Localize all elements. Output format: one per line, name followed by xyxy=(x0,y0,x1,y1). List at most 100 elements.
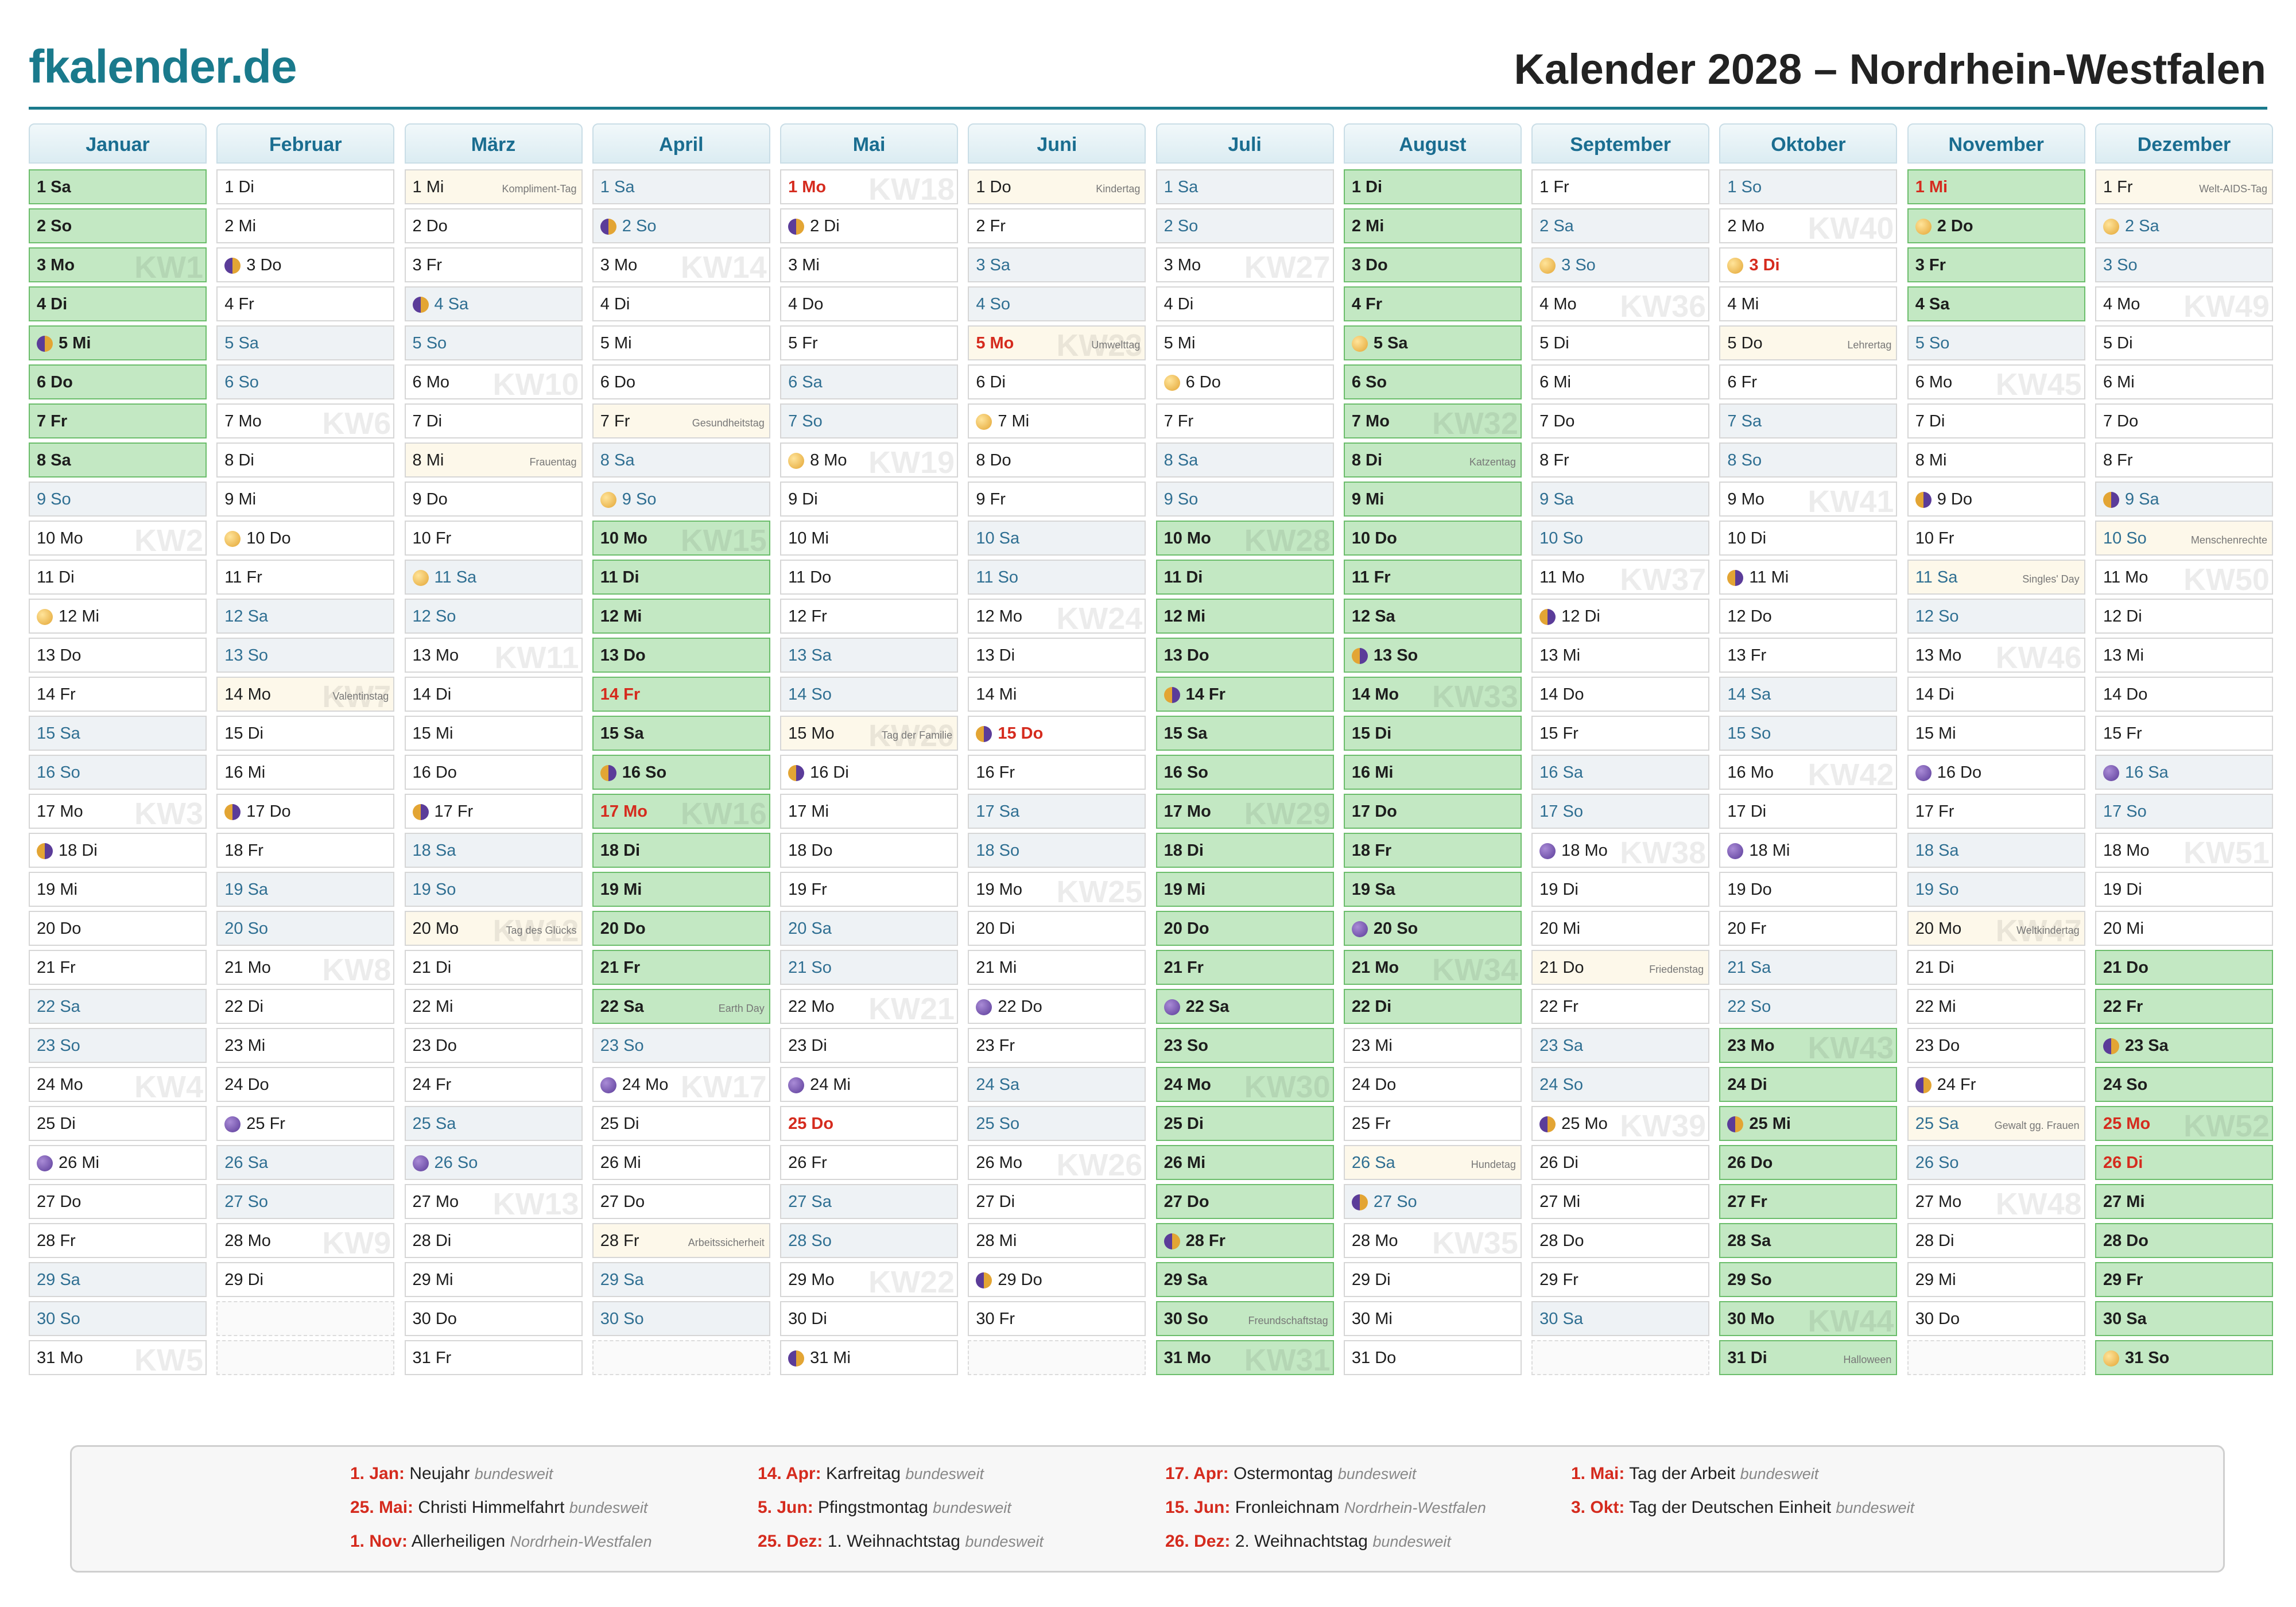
day-cell: KW51 18 Mo xyxy=(2095,833,2273,868)
legend-entry: 25. Dez: 1. Weihnachtstag bundesweit xyxy=(758,1532,1044,1551)
day-cell: 9 So xyxy=(1155,482,1334,517)
day-cell: 25 Fr xyxy=(1343,1106,1522,1141)
day-label: 25 Di xyxy=(37,1115,76,1133)
day-label: 14 So xyxy=(788,685,832,704)
day-cell: 20 Do xyxy=(1155,911,1334,946)
day-cell: 9 Di xyxy=(780,482,959,517)
day-label: 28 Do xyxy=(1539,1232,1584,1250)
day-cell: 21 So xyxy=(780,950,959,985)
day-cell: 7 Fr Gesundheitstag xyxy=(592,403,770,438)
month-column: August 1 Di 2 Mi 3 Do 4 Fr 5 Sa 6 So KW32 7 Mo 8 … xyxy=(1343,123,1522,1379)
day-label: 21 Fr xyxy=(600,958,641,977)
day-label: 26 Do xyxy=(1727,1154,1773,1172)
day-cell: 24 So xyxy=(1531,1067,1710,1102)
day-cell: 9 Fr xyxy=(968,482,1146,517)
day-label: 15 Sa xyxy=(1163,724,1208,743)
day-label: 16 Di xyxy=(810,763,849,782)
day-cell: 22 So xyxy=(1719,989,1898,1024)
day-label: 25 Sa xyxy=(412,1115,456,1133)
week-number: KW20 xyxy=(868,719,955,751)
day-cell: 10 Di xyxy=(1719,521,1898,556)
day-label: 18 Sa xyxy=(412,841,456,860)
day-cell: 31 So xyxy=(2095,1340,2273,1375)
day-label: 7 Di xyxy=(412,412,443,430)
day-cell: 8 Di xyxy=(216,442,395,478)
day-label: 17 Mo xyxy=(1163,802,1211,821)
day-cell: 5 Sa xyxy=(1343,325,1522,360)
day-label: 11 So xyxy=(976,568,1018,587)
day-label: 29 Fr xyxy=(2103,1271,2143,1289)
day-label: 9 Do xyxy=(412,490,448,509)
last-quarter-moon-icon xyxy=(788,219,805,235)
day-label: 3 So xyxy=(1561,256,1596,274)
day-label: 22 Fr xyxy=(1539,997,1578,1016)
day-label: 2 Sa xyxy=(2124,217,2159,235)
observance-label: Umwelttag xyxy=(1091,339,1141,351)
empty-day-cell xyxy=(216,1340,395,1375)
last-quarter-moon-icon xyxy=(1727,1116,1744,1132)
day-cell: 14 Di xyxy=(404,677,583,712)
day-list: 1 Di 2 Mi 3 Do 4 Fr 5 Sa 6 So KW6 7 Mo 8 Di 9 Mi 1… xyxy=(216,169,395,1375)
page-title: Kalender 2028 – Nordrhein-Westfalen xyxy=(1514,45,2266,93)
day-label: 31 Mo xyxy=(37,1349,83,1367)
day-label: 5 Fr xyxy=(788,334,818,352)
day-label: 23 Fr xyxy=(976,1037,1015,1055)
day-cell: 11 Di xyxy=(29,560,207,595)
day-label: 24 So xyxy=(2103,1076,2148,1094)
day-label: 25 Di xyxy=(1163,1115,1204,1133)
day-label: 4 Sa xyxy=(1915,295,1950,313)
new-moon-icon xyxy=(1163,999,1180,1015)
observance-label: Earth Day xyxy=(718,1003,765,1014)
day-cell: 6 Do xyxy=(29,364,207,399)
legend-entry: 15. Jun: Fronleichnam Nordrhein-Westfale… xyxy=(1165,1498,1486,1517)
day-label: 6 So xyxy=(1351,373,1387,391)
site-logo[interactable]: fkalender.de xyxy=(29,41,297,93)
month-header: Juni xyxy=(968,123,1146,164)
day-label: 11 Di xyxy=(600,568,639,587)
week-number: KW7 xyxy=(322,680,391,712)
day-label: 21 Mo xyxy=(1351,958,1399,977)
empty-day-cell xyxy=(1531,1340,1710,1375)
day-label: 9 Mi xyxy=(1351,490,1384,509)
observance-label: Kindertag xyxy=(1096,183,1141,195)
day-label: 12 Mi xyxy=(1163,607,1206,626)
day-label: 28 Sa xyxy=(1727,1232,1771,1250)
day-label: 3 Sa xyxy=(976,256,1011,274)
day-cell: 22 Fr xyxy=(2095,989,2273,1024)
legend-date: 5. Jun: xyxy=(758,1498,813,1517)
day-label: 7 Fr xyxy=(600,412,630,430)
day-label: 10 Fr xyxy=(1915,529,1954,548)
empty-day-cell xyxy=(592,1340,770,1375)
day-cell: 16 Do xyxy=(1907,755,2085,790)
legend-holiday-name: 2. Weihnachtstag xyxy=(1235,1532,1373,1551)
empty-day-cell xyxy=(1907,1340,2085,1375)
day-cell: 6 Do xyxy=(592,364,770,399)
last-quarter-moon-icon xyxy=(412,297,429,313)
day-cell: 5 Mi xyxy=(592,325,770,360)
day-label: 30 Mo xyxy=(1727,1310,1775,1328)
day-cell: 29 Sa xyxy=(1155,1262,1334,1297)
month-column: Dezember 1 Fr Welt-AIDS-Tag 2 Sa 3 So KW49 4 M… xyxy=(2095,123,2273,1379)
day-label: 19 Di xyxy=(1539,880,1578,899)
full-moon-icon xyxy=(224,531,241,547)
new-moon-icon xyxy=(224,1116,241,1132)
day-cell: 4 Mi xyxy=(1719,286,1898,321)
full-moon-icon xyxy=(976,414,992,430)
day-cell: KW43 23 Mo xyxy=(1719,1028,1898,1063)
day-cell: 15 Di xyxy=(1343,716,1522,751)
observance-label: Lehrertag xyxy=(1847,339,1892,351)
day-cell: 6 Di xyxy=(968,364,1146,399)
day-cell: 22 Sa Earth Day xyxy=(592,989,770,1024)
day-cell: 16 So xyxy=(1155,755,1334,790)
legend-entry: 17. Apr: Ostermontag bundesweit xyxy=(1165,1464,1416,1484)
day-label: 17 Do xyxy=(1351,802,1397,821)
day-label: 20 Fr xyxy=(1727,919,1767,938)
day-cell: 10 Do xyxy=(216,521,395,556)
day-label: 31 Do xyxy=(1351,1349,1397,1367)
day-label: 7 Fr xyxy=(37,412,68,430)
observance-label: Freundschaftstag xyxy=(1248,1315,1328,1326)
day-label: 2 So xyxy=(622,217,657,235)
day-label: 30 Do xyxy=(412,1310,457,1328)
day-cell: 16 Sa xyxy=(2095,755,2273,790)
day-label: 1 Mi xyxy=(1915,178,1948,196)
